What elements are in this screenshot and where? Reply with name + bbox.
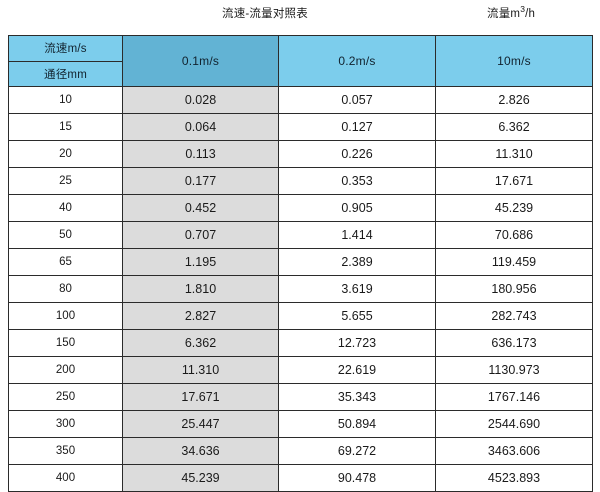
table-row: 350 34.636 69.272 3463.606 (8, 437, 593, 465)
cell-flow-value: 0.177 (122, 167, 279, 195)
cell-nominal-diameter: 350 (8, 437, 123, 465)
cell-flow-value: 0.353 (278, 167, 436, 195)
cell-flow-value: 0.113 (122, 140, 279, 168)
cell-flow-value: 45.239 (435, 194, 593, 222)
cell-flow-value: 0.127 (278, 113, 436, 141)
column-header-velocity-2: 0.2m/s (278, 35, 436, 87)
flow-unit-superscript: 3 (520, 4, 526, 15)
cell-flow-value: 0.028 (122, 86, 279, 114)
cell-flow-value: 180.956 (435, 275, 593, 303)
cell-nominal-diameter: 20 (8, 140, 123, 168)
table-body: 10 0.028 0.057 2.826 15 0.064 0.127 6.362 20 0.11… (8, 86, 593, 492)
column-header-velocity-3: 10m/s (435, 35, 593, 87)
cell-flow-value: 3463.606 (435, 437, 593, 465)
cell-flow-value: 1130.973 (435, 356, 593, 384)
table-row: 250 17.671 35.343 1767.146 (8, 383, 593, 411)
flow-velocity-table: 流速m/s 通径mm 0.1m/s 0.2m/s 10m/s 10 0.028 0.… (8, 35, 593, 492)
cell-flow-value: 1.810 (122, 275, 279, 303)
cell-nominal-diameter: 300 (8, 410, 123, 438)
table-row: 400 45.239 90.478 4523.893 (8, 464, 593, 492)
table-row: 80 1.810 3.619 180.956 (8, 275, 593, 303)
cell-flow-value: 119.459 (435, 248, 593, 276)
cell-flow-value: 0.057 (278, 86, 436, 114)
cell-nominal-diameter: 25 (8, 167, 123, 195)
table-row: 40 0.452 0.905 45.239 (8, 194, 593, 222)
table-row: 20 0.113 0.226 11.310 (8, 140, 593, 168)
cell-flow-value: 90.478 (278, 464, 436, 492)
cell-nominal-diameter: 150 (8, 329, 123, 357)
flow-unit-prefix: 流量m (487, 8, 521, 20)
cell-flow-value: 1.195 (122, 248, 279, 276)
cell-flow-value: 11.310 (122, 356, 279, 384)
cell-flow-value: 3.619 (278, 275, 436, 303)
cell-nominal-diameter: 15 (8, 113, 123, 141)
cell-nominal-diameter: 200 (8, 356, 123, 384)
cell-flow-value: 1767.146 (435, 383, 593, 411)
table-row: 200 11.310 22.619 1130.973 (8, 356, 593, 384)
cell-flow-value: 50.894 (278, 410, 436, 438)
table-row: 100 2.827 5.655 282.743 (8, 302, 593, 330)
cell-flow-value: 2.389 (278, 248, 436, 276)
cell-flow-value: 0.707 (122, 221, 279, 249)
cell-flow-value: 2.826 (435, 86, 593, 114)
header-row: 流速m/s 通径mm 0.1m/s 0.2m/s 10m/s (8, 35, 593, 87)
cell-nominal-diameter: 50 (8, 221, 123, 249)
cell-flow-value: 6.362 (122, 329, 279, 357)
cell-flow-value: 69.272 (278, 437, 436, 465)
cell-nominal-diameter: 400 (8, 464, 123, 492)
caption-row: 流速-流量对照表 流量m3/h (0, 0, 600, 35)
table-row: 150 6.362 12.723 636.173 (8, 329, 593, 357)
cell-flow-value: 0.226 (278, 140, 436, 168)
corner-diameter-label: 通径mm (44, 68, 87, 81)
table-row: 15 0.064 0.127 6.362 (8, 113, 593, 141)
cell-nominal-diameter: 80 (8, 275, 123, 303)
cell-flow-value: 34.636 (122, 437, 279, 465)
cell-flow-value: 0.905 (278, 194, 436, 222)
cell-flow-value: 636.173 (435, 329, 593, 357)
flow-unit-label: 流量m3/h (487, 4, 536, 22)
cell-flow-value: 0.452 (122, 194, 279, 222)
cell-flow-value: 25.447 (122, 410, 279, 438)
cell-flow-value: 2544.690 (435, 410, 593, 438)
cell-flow-value: 35.343 (278, 383, 436, 411)
cell-flow-value: 4523.893 (435, 464, 593, 492)
cell-nominal-diameter: 100 (8, 302, 123, 330)
header-corner-cell: 流速m/s 通径mm (8, 35, 123, 87)
column-header-velocity-1: 0.1m/s (122, 35, 279, 87)
cell-flow-value: 22.619 (278, 356, 436, 384)
table-header: 流速m/s 通径mm 0.1m/s 0.2m/s 10m/s (8, 35, 593, 87)
cell-nominal-diameter: 40 (8, 194, 123, 222)
flow-unit-suffix: /h (525, 8, 536, 20)
cell-flow-value: 1.414 (278, 221, 436, 249)
table-row: 50 0.707 1.414 70.686 (8, 221, 593, 249)
table-row: 10 0.028 0.057 2.826 (8, 86, 593, 114)
cell-flow-value: 2.827 (122, 302, 279, 330)
cell-flow-value: 45.239 (122, 464, 279, 492)
table-row: 300 25.447 50.894 2544.690 (8, 410, 593, 438)
cell-flow-value: 12.723 (278, 329, 436, 357)
cell-flow-value: 11.310 (435, 140, 593, 168)
flow-velocity-table-wrapper: 流速m/s 通径mm 0.1m/s 0.2m/s 10m/s 10 0.028 0.… (8, 35, 593, 492)
cell-flow-value: 6.362 (435, 113, 593, 141)
table-title: 流速-流量对照表 (222, 8, 308, 20)
cell-flow-value: 17.671 (122, 383, 279, 411)
cell-flow-value: 5.655 (278, 302, 436, 330)
cell-flow-value: 0.064 (122, 113, 279, 141)
cell-nominal-diameter: 250 (8, 383, 123, 411)
cell-nominal-diameter: 10 (8, 86, 123, 114)
cell-flow-value: 282.743 (435, 302, 593, 330)
table-row: 25 0.177 0.353 17.671 (8, 167, 593, 195)
corner-velocity-label: 流速m/s (9, 36, 122, 62)
table-row: 65 1.195 2.389 119.459 (8, 248, 593, 276)
cell-flow-value: 70.686 (435, 221, 593, 249)
cell-nominal-diameter: 65 (8, 248, 123, 276)
cell-flow-value: 17.671 (435, 167, 593, 195)
